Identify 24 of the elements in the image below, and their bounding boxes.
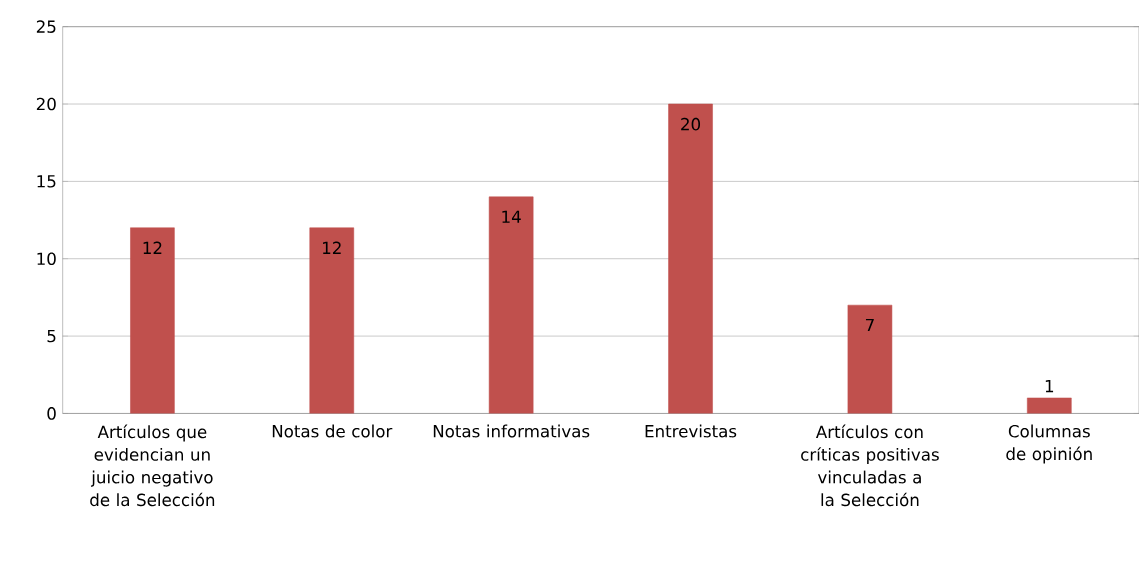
bar (309, 227, 355, 414)
bar (130, 227, 175, 414)
x-tick-label: Notas de color (272, 424, 393, 438)
y-tick-label: 5 (47, 329, 56, 343)
data-label: 1 (1045, 380, 1054, 393)
y-tick-label: 20 (36, 97, 56, 111)
data-label: 14 (502, 210, 521, 223)
x-tick-label: Artículos con críticas positivas vinculadas a la Selección (801, 424, 939, 507)
y-tick-label: 25 (36, 20, 56, 34)
x-tick-label: Entrevistas (645, 424, 737, 438)
y-tick-label: 0 (47, 407, 56, 420)
bar (847, 304, 893, 414)
data-label: 12 (323, 241, 341, 255)
data-label: 7 (865, 319, 874, 332)
bar (1027, 397, 1072, 414)
y-tick-label: 15 (37, 175, 56, 188)
y-tick-label: 10 (37, 252, 56, 266)
bar (668, 103, 713, 414)
x-tick-label: Artículos que evidencian un juicio negativo de la Selección (90, 424, 215, 507)
bar (488, 196, 534, 414)
data-label: 12 (143, 241, 162, 255)
x-tick-label: Notas informativas (433, 424, 590, 438)
data-label: 20 (681, 117, 701, 131)
x-tick-label: Columnas de opinión (1006, 424, 1092, 464)
